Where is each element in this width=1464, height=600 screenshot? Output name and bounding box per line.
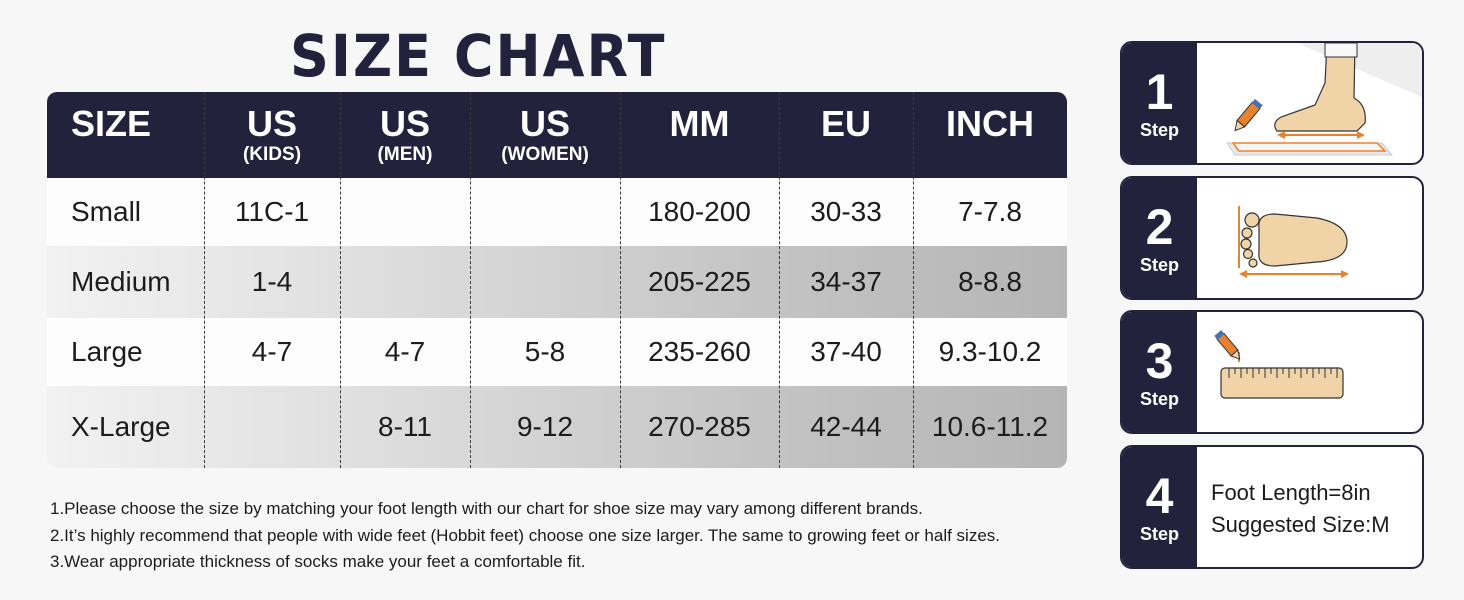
cell-us-kids (204, 386, 340, 468)
header-mm: MM (669, 103, 730, 144)
column-divider (340, 92, 341, 468)
step-1-card: 1 Step (1120, 41, 1424, 165)
cell-eu: 34-37 (810, 266, 882, 297)
ruler-icon (1197, 312, 1422, 432)
foot-on-paper-icon (1197, 43, 1422, 163)
cell-size: X-Large (71, 411, 171, 442)
step-number: 4 (1145, 468, 1174, 524)
cell-us-women: 9-12 (516, 411, 574, 442)
cell-us-kids: 4-7 (251, 336, 293, 367)
step-4-badge: 4 Step (1122, 447, 1197, 567)
cell-us-men (340, 246, 470, 318)
cell-size: Small (71, 196, 142, 227)
column-divider (779, 92, 780, 468)
cell-mm: 205-225 (648, 266, 751, 297)
header-size: SIZE (71, 103, 152, 144)
note-1: 1.Please choose the size by matching you… (50, 499, 923, 518)
step-4-card: 4 Step Foot Length=8in Suggested Size:M (1120, 445, 1424, 569)
step-label: Step (1139, 120, 1179, 140)
page-title: SIZE CHART (290, 22, 667, 91)
cell-us-women (470, 246, 620, 318)
step-2-card: 2 Step (1120, 176, 1424, 300)
cell-inch: 8-8.8 (958, 266, 1022, 297)
header-eu: EU (820, 103, 871, 144)
size-notes: 1.Please choose the size by matching you… (50, 496, 1000, 576)
table-row: Small 11C-1 180-200 30-33 7-7.8 (47, 178, 1067, 246)
header-us-women: US (WOMEN) (501, 103, 589, 166)
cell-us-men: 8-11 (378, 411, 432, 442)
cell-inch: 10.6-11.2 (931, 411, 1049, 442)
cell-eu: 30-33 (810, 196, 882, 227)
note-3: 3.Wear appropriate thickness of socks ma… (50, 552, 586, 571)
column-divider (470, 92, 471, 468)
table-row: Medium 1-4 205-225 34-37 8-8.8 (47, 246, 1067, 318)
table-header: SIZE US (KIDS) US (MEN) US (WOMEN) MM EU… (47, 92, 1067, 178)
cell-mm: 270-285 (648, 411, 751, 442)
cell-us-men (340, 178, 470, 246)
cell-us-women (470, 178, 620, 246)
step-number: 1 (1145, 64, 1174, 120)
footprint-measure-icon (1197, 178, 1422, 298)
column-divider (204, 92, 205, 468)
cell-size: Large (71, 336, 143, 367)
step-3-card: 3 Step (1120, 310, 1424, 434)
step-label: Step (1139, 524, 1179, 544)
step-number: 2 (1145, 199, 1174, 255)
cell-inch: 9.3-10.2 (938, 336, 1042, 367)
cell-us-men: 4-7 (384, 336, 426, 367)
step-number: 3 (1145, 333, 1174, 389)
note-2: 2.It’s highly recommend that people with… (50, 525, 1000, 545)
step-label: Step (1139, 389, 1179, 409)
step-label: Step (1139, 255, 1179, 275)
cell-us-kids: 1-4 (251, 266, 293, 297)
table-row: X-Large 8-11 9-12 270-285 42-44 10.6-11.… (47, 386, 1067, 468)
step-2-badge: 2 Step (1122, 178, 1197, 298)
size-table: SIZE US (KIDS) US (MEN) US (WOMEN) MM EU… (47, 92, 1067, 468)
cell-us-women: 5-8 (524, 336, 566, 367)
cell-mm: 180-200 (648, 196, 751, 227)
cell-mm: 235-260 (648, 336, 751, 367)
cell-inch: 7-7.8 (958, 196, 1022, 227)
step-3-badge: 3 Step (1122, 312, 1197, 432)
step-4-content: Foot Length=8in Suggested Size:M (1197, 447, 1422, 567)
header-us-kids: US (KIDS) (242, 103, 302, 166)
table-row: Large 4-7 4-7 5-8 235-260 37-40 9.3-10.2 (47, 318, 1067, 386)
header-us-men: US (MEN) (377, 103, 433, 166)
foot-length-text: Foot Length=8in (1211, 480, 1371, 505)
column-divider (913, 92, 914, 468)
cell-eu: 42-44 (810, 411, 882, 442)
cell-eu: 37-40 (810, 336, 882, 367)
step-1-badge: 1 Step (1122, 43, 1197, 163)
header-inch: INCH (946, 103, 1034, 144)
cell-us-kids: 11C-1 (234, 196, 310, 227)
suggested-size-text: Suggested Size:M (1211, 512, 1390, 537)
cell-size: Medium (71, 266, 171, 297)
column-divider (620, 92, 621, 468)
